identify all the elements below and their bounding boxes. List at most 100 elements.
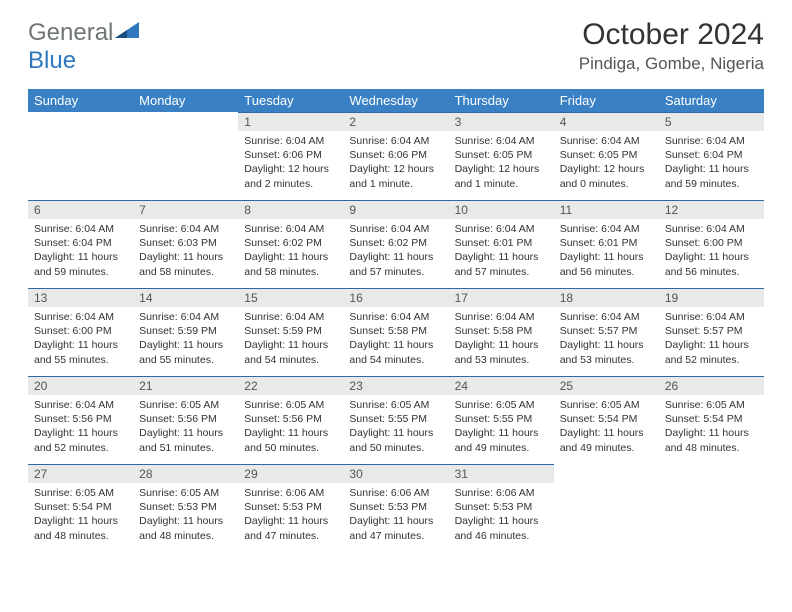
day-sunset: Sunset: 6:06 PM xyxy=(349,148,442,162)
day-number: 22 xyxy=(238,376,343,395)
day-daylight: Daylight: 11 hours and 52 minutes. xyxy=(34,426,127,454)
day-daylight: Daylight: 11 hours and 53 minutes. xyxy=(455,338,548,366)
calendar-day-cell: 9Sunrise: 6:04 AMSunset: 6:02 PMDaylight… xyxy=(343,200,448,288)
weekday-header: Saturday xyxy=(659,89,764,112)
day-sunrise: Sunrise: 6:04 AM xyxy=(455,222,548,236)
day-details: Sunrise: 6:04 AMSunset: 6:06 PMDaylight:… xyxy=(343,131,448,197)
day-number: 8 xyxy=(238,200,343,219)
calendar-day-cell: 17Sunrise: 6:04 AMSunset: 5:58 PMDayligh… xyxy=(449,288,554,376)
day-details: Sunrise: 6:05 AMSunset: 5:54 PMDaylight:… xyxy=(28,483,133,549)
day-number: 30 xyxy=(343,464,448,483)
day-sunrise: Sunrise: 6:04 AM xyxy=(349,310,442,324)
day-daylight: Daylight: 11 hours and 50 minutes. xyxy=(349,426,442,454)
header: General Blue October 2024 Pindiga, Gombe… xyxy=(28,18,764,75)
title-block: October 2024 Pindiga, Gombe, Nigeria xyxy=(579,18,764,74)
day-sunset: Sunset: 5:59 PM xyxy=(139,324,232,338)
day-number: 1 xyxy=(238,112,343,131)
day-sunset: Sunset: 5:54 PM xyxy=(34,500,127,514)
day-details: Sunrise: 6:04 AMSunset: 6:02 PMDaylight:… xyxy=(238,219,343,285)
day-daylight: Daylight: 11 hours and 59 minutes. xyxy=(665,162,758,190)
day-sunrise: Sunrise: 6:04 AM xyxy=(665,310,758,324)
day-sunset: Sunset: 5:56 PM xyxy=(244,412,337,426)
calendar-day-cell: 26Sunrise: 6:05 AMSunset: 5:54 PMDayligh… xyxy=(659,376,764,464)
calendar-day-cell: 7Sunrise: 6:04 AMSunset: 6:03 PMDaylight… xyxy=(133,200,238,288)
day-sunrise: Sunrise: 6:05 AM xyxy=(349,398,442,412)
day-sunrise: Sunrise: 6:05 AM xyxy=(139,486,232,500)
day-sunrise: Sunrise: 6:04 AM xyxy=(34,398,127,412)
day-number: 26 xyxy=(659,376,764,395)
calendar-week-row: 13Sunrise: 6:04 AMSunset: 6:00 PMDayligh… xyxy=(28,288,764,376)
day-number: 9 xyxy=(343,200,448,219)
day-sunset: Sunset: 5:56 PM xyxy=(34,412,127,426)
day-number: 2 xyxy=(343,112,448,131)
day-daylight: Daylight: 11 hours and 52 minutes. xyxy=(665,338,758,366)
day-sunrise: Sunrise: 6:04 AM xyxy=(455,134,548,148)
day-sunset: Sunset: 5:55 PM xyxy=(349,412,442,426)
day-sunrise: Sunrise: 6:05 AM xyxy=(139,398,232,412)
day-daylight: Daylight: 11 hours and 47 minutes. xyxy=(349,514,442,542)
day-number: 12 xyxy=(659,200,764,219)
day-sunrise: Sunrise: 6:04 AM xyxy=(244,222,337,236)
calendar-day-cell: 28Sunrise: 6:05 AMSunset: 5:53 PMDayligh… xyxy=(133,464,238,552)
day-sunset: Sunset: 5:54 PM xyxy=(560,412,653,426)
day-number: 31 xyxy=(449,464,554,483)
day-number: 7 xyxy=(133,200,238,219)
day-daylight: Daylight: 11 hours and 48 minutes. xyxy=(34,514,127,542)
day-daylight: Daylight: 12 hours and 1 minute. xyxy=(455,162,548,190)
day-details: Sunrise: 6:04 AMSunset: 5:57 PMDaylight:… xyxy=(554,307,659,373)
day-number: 3 xyxy=(449,112,554,131)
day-number: 10 xyxy=(449,200,554,219)
calendar-table: Sunday Monday Tuesday Wednesday Thursday… xyxy=(28,89,764,552)
day-sunrise: Sunrise: 6:04 AM xyxy=(349,134,442,148)
day-sunrise: Sunrise: 6:04 AM xyxy=(560,222,653,236)
day-sunrise: Sunrise: 6:04 AM xyxy=(34,310,127,324)
day-daylight: Daylight: 12 hours and 0 minutes. xyxy=(560,162,653,190)
day-details: Sunrise: 6:04 AMSunset: 6:01 PMDaylight:… xyxy=(449,219,554,285)
weekday-header: Wednesday xyxy=(343,89,448,112)
calendar-day-cell: 30Sunrise: 6:06 AMSunset: 5:53 PMDayligh… xyxy=(343,464,448,552)
weekday-header: Monday xyxy=(133,89,238,112)
day-details: Sunrise: 6:05 AMSunset: 5:55 PMDaylight:… xyxy=(343,395,448,461)
day-number: 21 xyxy=(133,376,238,395)
day-daylight: Daylight: 11 hours and 55 minutes. xyxy=(34,338,127,366)
day-sunset: Sunset: 6:01 PM xyxy=(455,236,548,250)
day-daylight: Daylight: 11 hours and 46 minutes. xyxy=(455,514,548,542)
day-details: Sunrise: 6:05 AMSunset: 5:54 PMDaylight:… xyxy=(659,395,764,461)
day-number: 13 xyxy=(28,288,133,307)
day-details: Sunrise: 6:04 AMSunset: 5:57 PMDaylight:… xyxy=(659,307,764,373)
day-daylight: Daylight: 11 hours and 51 minutes. xyxy=(139,426,232,454)
calendar-week-row: 6Sunrise: 6:04 AMSunset: 6:04 PMDaylight… xyxy=(28,200,764,288)
day-details: Sunrise: 6:05 AMSunset: 5:53 PMDaylight:… xyxy=(133,483,238,549)
day-number: 28 xyxy=(133,464,238,483)
day-sunset: Sunset: 6:03 PM xyxy=(139,236,232,250)
day-sunset: Sunset: 5:59 PM xyxy=(244,324,337,338)
day-sunset: Sunset: 6:02 PM xyxy=(244,236,337,250)
day-sunset: Sunset: 5:53 PM xyxy=(139,500,232,514)
weekday-header: Tuesday xyxy=(238,89,343,112)
day-sunrise: Sunrise: 6:04 AM xyxy=(139,222,232,236)
day-sunset: Sunset: 5:55 PM xyxy=(455,412,548,426)
calendar-day-cell: 21Sunrise: 6:05 AMSunset: 5:56 PMDayligh… xyxy=(133,376,238,464)
day-daylight: Daylight: 11 hours and 57 minutes. xyxy=(455,250,548,278)
calendar-day-cell xyxy=(28,112,133,200)
calendar-week-row: 20Sunrise: 6:04 AMSunset: 5:56 PMDayligh… xyxy=(28,376,764,464)
calendar-day-cell: 2Sunrise: 6:04 AMSunset: 6:06 PMDaylight… xyxy=(343,112,448,200)
day-sunset: Sunset: 5:53 PM xyxy=(455,500,548,514)
day-daylight: Daylight: 11 hours and 48 minutes. xyxy=(665,426,758,454)
calendar-day-cell: 11Sunrise: 6:04 AMSunset: 6:01 PMDayligh… xyxy=(554,200,659,288)
day-sunrise: Sunrise: 6:05 AM xyxy=(665,398,758,412)
day-details: Sunrise: 6:04 AMSunset: 6:01 PMDaylight:… xyxy=(554,219,659,285)
day-details: Sunrise: 6:04 AMSunset: 5:58 PMDaylight:… xyxy=(449,307,554,373)
day-daylight: Daylight: 11 hours and 48 minutes. xyxy=(139,514,232,542)
day-number: 20 xyxy=(28,376,133,395)
calendar-day-cell: 18Sunrise: 6:04 AMSunset: 5:57 PMDayligh… xyxy=(554,288,659,376)
logo-word1: General xyxy=(28,19,113,46)
day-details: Sunrise: 6:04 AMSunset: 6:03 PMDaylight:… xyxy=(133,219,238,285)
day-sunrise: Sunrise: 6:05 AM xyxy=(244,398,337,412)
calendar-day-cell: 4Sunrise: 6:04 AMSunset: 6:05 PMDaylight… xyxy=(554,112,659,200)
calendar-day-cell: 5Sunrise: 6:04 AMSunset: 6:04 PMDaylight… xyxy=(659,112,764,200)
day-number: 23 xyxy=(343,376,448,395)
logo-word2: Blue xyxy=(28,47,76,74)
day-sunset: Sunset: 6:04 PM xyxy=(665,148,758,162)
day-daylight: Daylight: 12 hours and 1 minute. xyxy=(349,162,442,190)
